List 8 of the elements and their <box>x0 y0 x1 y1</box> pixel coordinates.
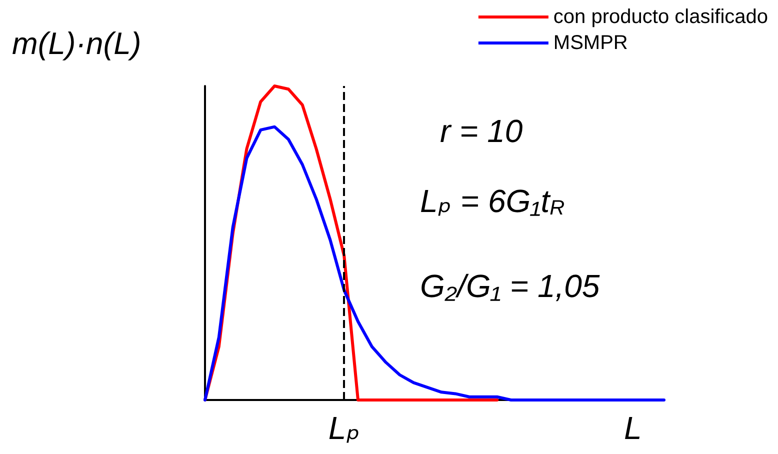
annotation: r = 10 <box>440 113 523 149</box>
annotation: Lₚ = 6G₁tR <box>420 183 565 220</box>
annotation: G₂/G₁ = 1,05 <box>420 268 600 304</box>
text: Lₚ <box>328 410 360 446</box>
legend-label: con producto clasificado <box>553 6 768 28</box>
y-axis-title: m(L)·n(L) <box>12 26 142 61</box>
legend-label: MSMPR <box>553 32 628 54</box>
x-axis-title: L <box>624 410 642 446</box>
